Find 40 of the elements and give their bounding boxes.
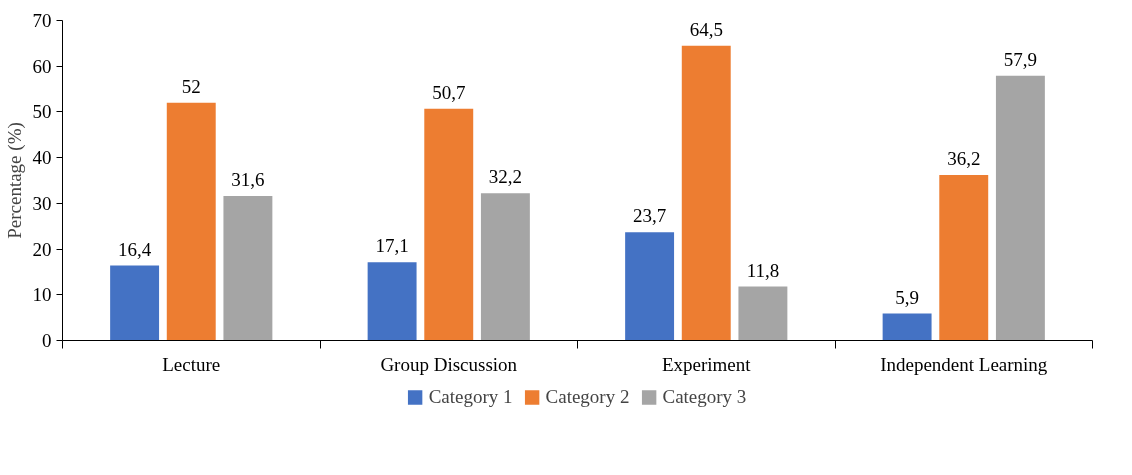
- y-tick-label: 20: [32, 238, 52, 260]
- x-tick-label: Independent Learning: [880, 353, 1048, 375]
- y-tick-label: 30: [32, 192, 52, 214]
- data-label: 23,7: [632, 205, 667, 227]
- y-tick-label: 50: [32, 101, 52, 123]
- bar: [367, 262, 417, 341]
- data-label: 64,5: [689, 18, 723, 40]
- data-label: 52: [181, 75, 201, 97]
- data-label: 31,6: [231, 169, 265, 191]
- bar: [995, 75, 1045, 341]
- data-label: 11,8: [746, 259, 780, 281]
- bar: [625, 232, 675, 341]
- legend-label: Category 1: [428, 386, 513, 408]
- data-label: 5,9: [895, 286, 919, 308]
- data-label: 57,9: [1003, 48, 1038, 70]
- data-label: 17,1: [375, 235, 409, 257]
- y-tick-label: 0: [42, 330, 52, 351]
- legend-label: Category 3: [662, 386, 747, 408]
- y-tick-label: 70: [32, 10, 52, 31]
- x-tick-label: Group Discussion: [380, 353, 518, 375]
- legend-label: Category 2: [545, 386, 630, 408]
- data-label: 16,4: [117, 238, 152, 260]
- bar: [738, 286, 788, 341]
- bar: [223, 196, 273, 341]
- bar: [424, 108, 474, 341]
- y-axis-title: Percentage (%): [3, 122, 26, 239]
- x-tick-label: Lecture: [162, 353, 221, 375]
- bar: [939, 175, 989, 341]
- x-tick-label: Experiment: [661, 353, 752, 375]
- bar: [166, 102, 216, 341]
- y-tick-label: 40: [32, 147, 52, 169]
- bar: [110, 265, 160, 341]
- data-label: 50,7: [432, 81, 466, 103]
- bar: [480, 193, 530, 341]
- bar: [681, 45, 731, 341]
- data-label: 32,2: [488, 166, 523, 188]
- bar: [882, 313, 932, 341]
- y-tick-label: 60: [32, 55, 52, 77]
- data-label: 36,2: [947, 148, 981, 170]
- y-tick-label: 10: [32, 284, 52, 306]
